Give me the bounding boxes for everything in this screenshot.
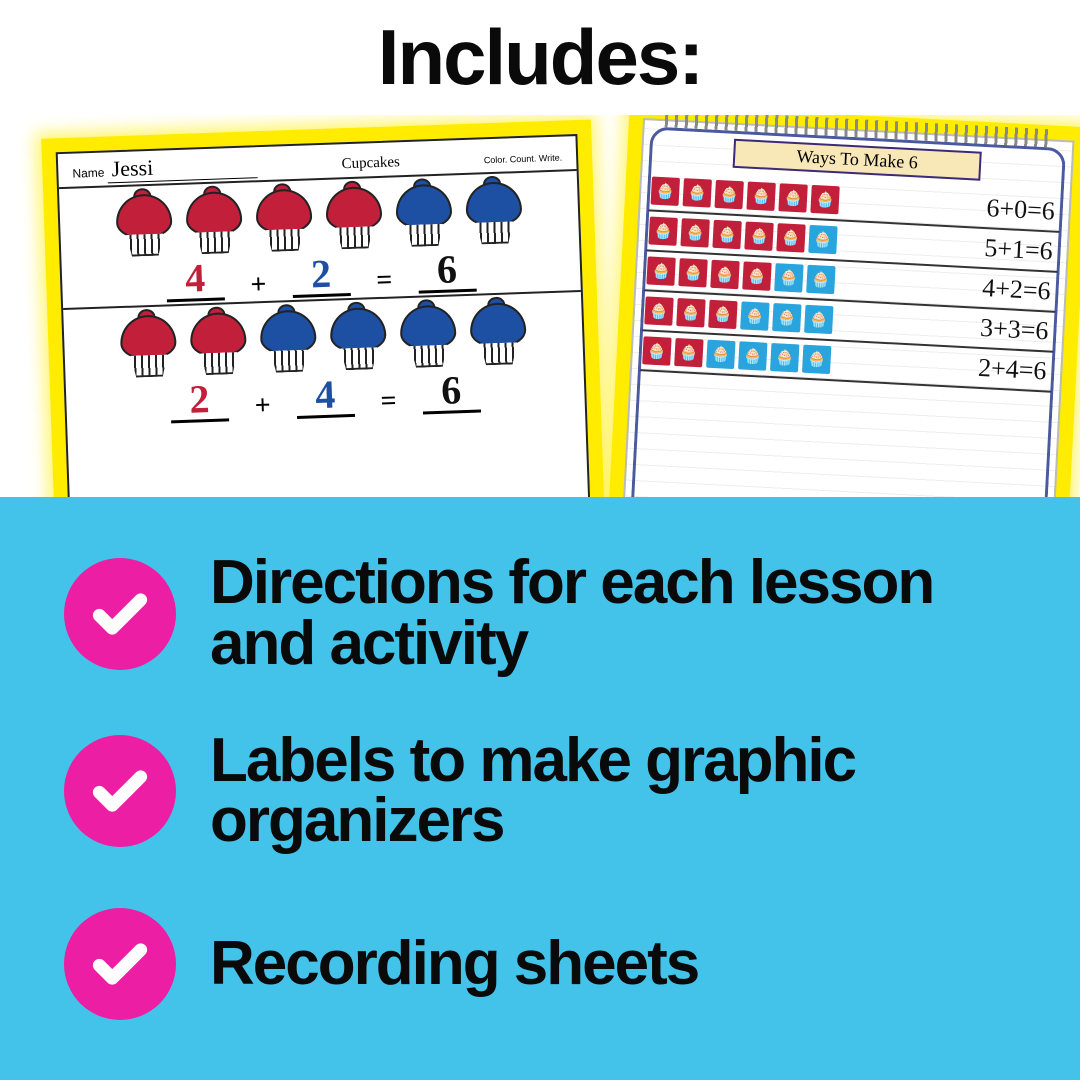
tile-icon: 🧁 (651, 177, 680, 206)
feature-text: Labels to make graphic organizers (210, 731, 1032, 853)
check-icon (64, 558, 176, 670)
tile-icon: 🧁 (706, 340, 735, 369)
chart-title: Ways To Make 6 (733, 139, 981, 181)
tile-icon: 🧁 (710, 260, 739, 289)
cupcake-icon (465, 302, 531, 366)
feature-item: Recording sheets (64, 908, 1032, 1020)
worksheet-frame: Name Jessi Cupcakes Color. Count. Write.… (41, 120, 605, 497)
student-name: Jessi (107, 151, 258, 183)
feature-text: Recording sheets (210, 934, 698, 995)
tile-icon: 🧁 (772, 303, 801, 332)
tile-icon: 🧁 (648, 216, 677, 245)
tile-icon: 🧁 (778, 183, 807, 212)
tile-icon: 🧁 (646, 256, 675, 285)
name-label: Name (72, 166, 104, 181)
cupcake-row (81, 297, 565, 380)
cupcake-icon (185, 312, 251, 376)
anchor-chart-frame: Ways To Make 6 🧁🧁🧁🧁🧁🧁6+0=6🧁🧁🧁🧁🧁🧁5+1=6🧁🧁🧁… (607, 115, 1080, 497)
tile-icon: 🧁 (740, 301, 769, 330)
worksheet-sheet: Name Jessi Cupcakes Color. Count. Write.… (56, 134, 591, 497)
tile-icon: 🧁 (810, 185, 839, 214)
tile-icon: 🧁 (802, 345, 831, 374)
cupcake-icon (321, 186, 387, 250)
tile-icon: 🧁 (708, 300, 737, 329)
tile-icon: 🧁 (808, 225, 837, 254)
tile-icon: 🧁 (676, 298, 705, 327)
check-icon (64, 908, 176, 1020)
cupcake-icon (111, 193, 177, 257)
tile-icon: 🧁 (746, 182, 775, 211)
anchor-chart-sheet: Ways To Make 6 🧁🧁🧁🧁🧁🧁6+0=6🧁🧁🧁🧁🧁🧁5+1=6🧁🧁🧁… (622, 118, 1075, 497)
tile-icon: 🧁 (714, 180, 743, 209)
cupcake-icon (461, 181, 527, 245)
cupcake-icon (251, 188, 317, 252)
features-panel: Directions for each lesson and activity … (0, 497, 1080, 1080)
feature-item: Directions for each lesson and activity (64, 553, 1032, 675)
page-title: Includes: (0, 12, 1080, 103)
worksheet-row: 4+2=6 (59, 169, 581, 308)
tile-icon: 🧁 (674, 338, 703, 367)
cupcake-icon (115, 314, 181, 378)
tile-icon: 🧁 (678, 258, 707, 287)
worksheet-row: 2+4=6 (63, 290, 585, 429)
feature-text: Directions for each lesson and activity (210, 553, 1032, 675)
feature-item: Labels to make graphic organizers (64, 731, 1032, 853)
tile-icon: 🧁 (642, 336, 671, 365)
chart-equation: 5+1=6 (984, 233, 1058, 267)
cupcake-row (77, 176, 561, 259)
tile-icon: 🧁 (804, 305, 833, 334)
preview-area: Name Jessi Cupcakes Color. Count. Write.… (0, 115, 1080, 497)
chart-equation: 6+0=6 (986, 193, 1060, 227)
tile-icon: 🧁 (742, 261, 771, 290)
cupcake-icon (395, 304, 461, 368)
check-icon (64, 735, 176, 847)
tile-icon: 🧁 (712, 220, 741, 249)
cupcake-icon (391, 183, 457, 247)
cupcake-icon (181, 191, 247, 255)
cupcake-icon (325, 307, 391, 371)
tile-icon: 🧁 (770, 343, 799, 372)
tile-icon: 🧁 (806, 265, 835, 294)
tile-icon: 🧁 (776, 223, 805, 252)
tile-icon: 🧁 (774, 263, 803, 292)
tile-icon: 🧁 (683, 178, 712, 207)
chart-equation: 3+3=6 (979, 313, 1053, 347)
worksheet-subheading: Color. Count. Write. (484, 153, 563, 166)
chart-equation: 2+4=6 (977, 353, 1051, 387)
cupcake-icon (255, 309, 321, 373)
tile-icon: 🧁 (744, 221, 773, 250)
worksheet-title: Cupcakes (341, 154, 400, 173)
tile-icon: 🧁 (680, 218, 709, 247)
spiral-binding (665, 115, 1053, 147)
chart-equation: 4+2=6 (982, 273, 1056, 307)
tile-icon: 🧁 (738, 341, 767, 370)
tile-icon: 🧁 (644, 296, 673, 325)
